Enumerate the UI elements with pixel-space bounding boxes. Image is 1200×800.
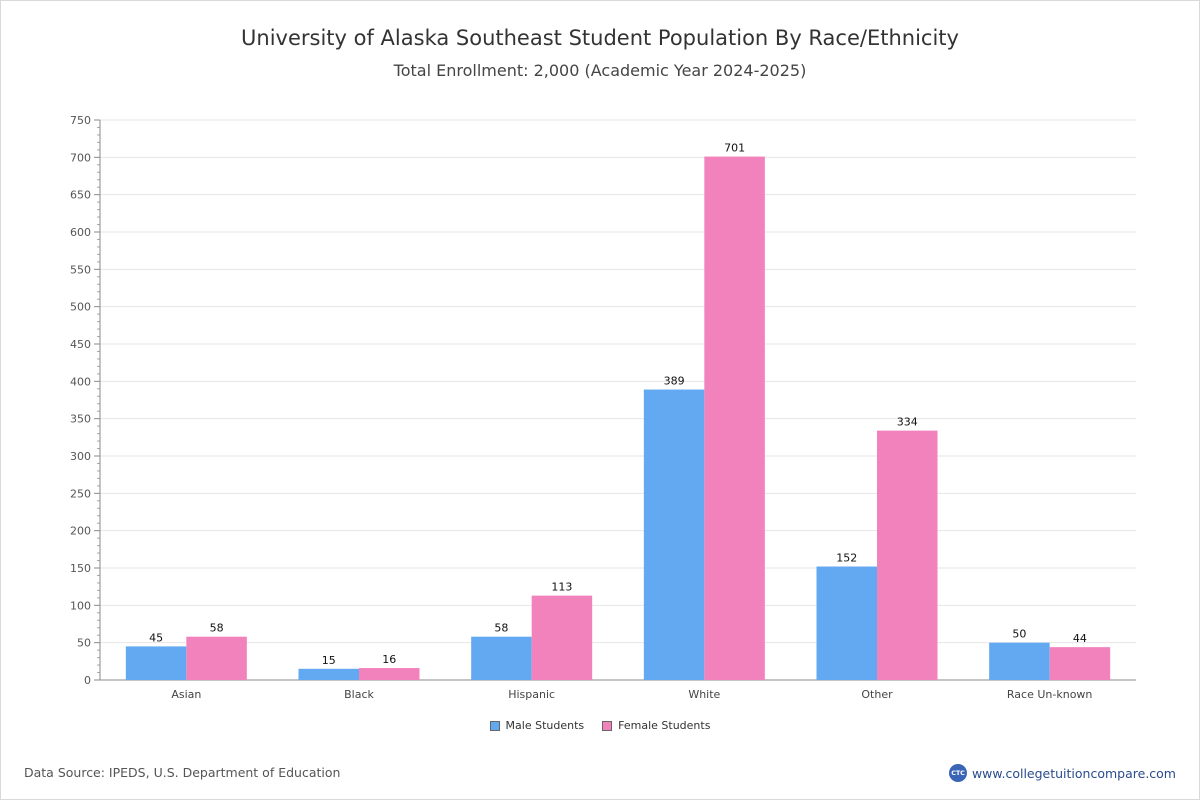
- y-tick-label: 700: [70, 151, 91, 164]
- bar-female: [359, 668, 420, 680]
- y-tick-label: 0: [84, 674, 91, 687]
- bar-male: [298, 668, 359, 680]
- bar-female: [186, 636, 247, 680]
- bar-male: [989, 642, 1050, 680]
- brand-logo-icon: CTC: [948, 764, 967, 782]
- x-tick-label: Hispanic: [508, 688, 555, 701]
- y-tick-label: 300: [70, 450, 91, 463]
- chart-subtitle: Total Enrollment: 2,000 (Academic Year 2…: [393, 61, 807, 80]
- y-tick-label: 500: [70, 301, 91, 314]
- data-label-female: 58: [210, 622, 224, 635]
- bar-female: [704, 156, 765, 680]
- data-label-male: 45: [149, 631, 163, 644]
- x-tick-label: White: [688, 688, 720, 701]
- y-tick-label: 150: [70, 562, 91, 575]
- y-tick-label: 400: [70, 375, 91, 388]
- x-tick-label: Race Un-known: [1007, 688, 1093, 701]
- brand-url: www.collegetuitioncompare.com: [971, 765, 1176, 781]
- x-tick-label: Other: [861, 688, 893, 701]
- y-tick-label: 50: [77, 637, 91, 650]
- data-label-female: 16: [382, 653, 396, 666]
- data-label-female: 334: [897, 416, 918, 429]
- bar-female: [1049, 647, 1111, 680]
- y-tick-label: 650: [70, 189, 91, 202]
- chart-title: University of Alaska Southeast Student P…: [241, 26, 959, 50]
- data-label-male: 50: [1012, 628, 1026, 641]
- legend-label-female: Female Students: [618, 719, 711, 732]
- data-label-male: 15: [322, 654, 336, 667]
- legend-swatch-male: [489, 720, 500, 731]
- data-label-female: 701: [724, 142, 745, 155]
- legend-item-male[interactable]: Male Students: [489, 719, 585, 732]
- y-tick-label: 350: [70, 413, 91, 426]
- data-label-male: 389: [664, 375, 685, 388]
- bar-male: [643, 389, 705, 680]
- plot-area: [100, 120, 1136, 680]
- data-label-female: 113: [551, 581, 572, 594]
- data-label-male: 58: [494, 622, 508, 635]
- y-tick-label: 100: [70, 599, 91, 612]
- x-tick-label: Asian: [171, 688, 201, 701]
- data-source: Data Source: IPEDS, U.S. Department of E…: [24, 765, 341, 780]
- legend: Male Students Female Students: [0, 719, 1200, 732]
- brand-link[interactable]: CTC www.collegetuitioncompare.com: [948, 764, 1176, 782]
- bar-male: [816, 566, 877, 680]
- legend-item-female[interactable]: Female Students: [602, 719, 710, 732]
- y-tick-label: 600: [70, 226, 91, 239]
- data-label-female: 44: [1073, 632, 1087, 645]
- legend-label-male: Male Students: [505, 719, 585, 732]
- bar-male: [125, 646, 187, 680]
- y-tick-label: 250: [70, 487, 91, 500]
- bar-male: [471, 636, 532, 680]
- y-tick-label: 450: [70, 338, 91, 351]
- y-tick-label: 200: [70, 525, 91, 538]
- legend-swatch-female: [602, 720, 613, 731]
- data-label-male: 152: [836, 552, 857, 565]
- bar-female: [877, 430, 938, 680]
- y-tick-label: 550: [70, 263, 91, 276]
- bar-female: [531, 595, 593, 680]
- x-tick-label: Black: [344, 688, 374, 701]
- y-tick-label: 750: [70, 114, 91, 127]
